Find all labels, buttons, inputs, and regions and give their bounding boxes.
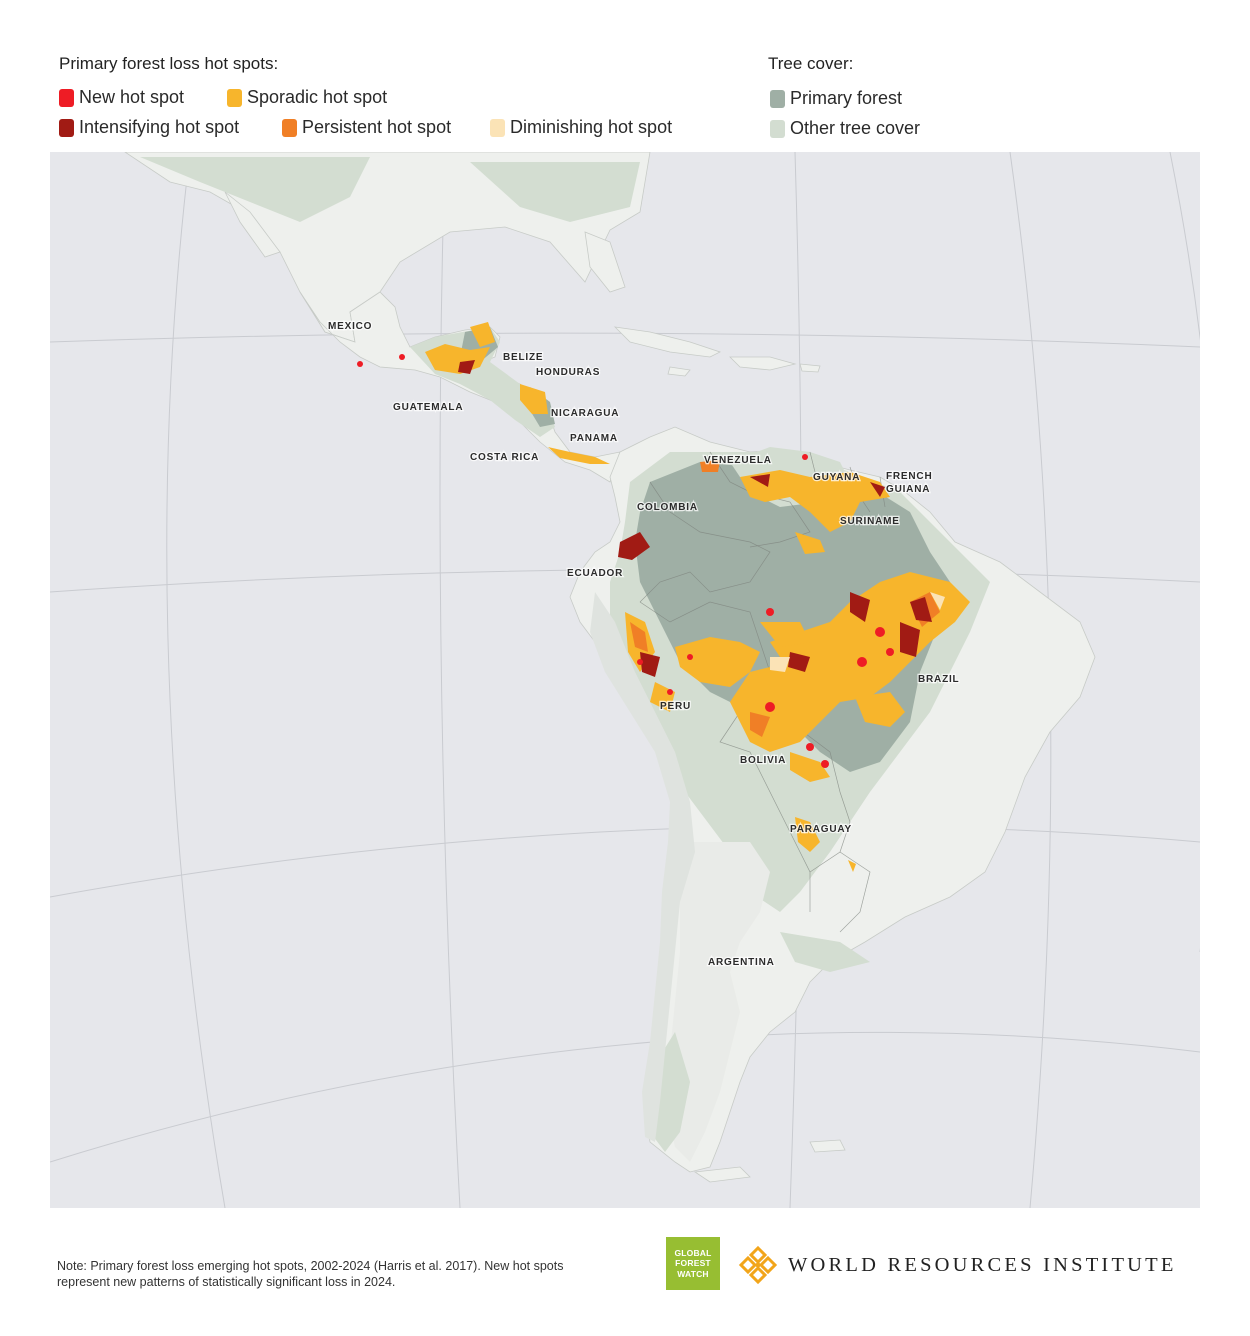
diminishing-hotspot-swatch (490, 118, 505, 137)
label-french: FRENCH (886, 471, 932, 482)
north-america (124, 152, 821, 483)
label-ecuador: ECUADOR (567, 568, 623, 579)
footnote: Note: Primary forest loss emerging hot s… (57, 1259, 564, 1289)
label-guatemala: GUATEMALA (393, 402, 463, 413)
wri-emblem-icon (738, 1245, 778, 1285)
map-canvas: MEXICO BELIZE HONDURAS GUATEMALA NICARAG… (50, 152, 1200, 1208)
global-forest-watch-logo: GLOBAL FOREST WATCH (666, 1237, 720, 1290)
label-suriname: SURINAME (840, 516, 900, 527)
legend-item-persistent: Persistent hot spot (282, 117, 451, 138)
intensifying-hotspots (458, 360, 932, 677)
legend-item-intensifying: Intensifying hot spot (59, 117, 239, 138)
label-venezuela: VENEZUELA (704, 455, 772, 466)
gfw-logo-line: GLOBAL (674, 1247, 712, 1258)
diminishing-hotspots (770, 592, 945, 672)
hotspots (357, 322, 970, 872)
legend-label: Primary forest (790, 88, 903, 108)
legend-item-other-tree-cover: Other tree cover (770, 118, 920, 139)
legend-label: Diminishing hot spot (510, 117, 673, 137)
gfw-logo-line: WATCH (677, 1268, 709, 1279)
wri-logo: WORLD RESOURCES INSTITUTE (738, 1245, 1177, 1285)
wri-wordmark: WORLD RESOURCES INSTITUTE (788, 1253, 1177, 1276)
label-colombia: COLOMBIA (637, 502, 698, 513)
legend-label: Persistent hot spot (302, 117, 452, 137)
south-america (569, 426, 1096, 1183)
graticule (50, 152, 1200, 1208)
hotspots-legend-title: Primary forest loss hot spots: (59, 54, 279, 73)
label-guyana: GUYANA (813, 472, 860, 483)
primary-forest-swatch (770, 89, 785, 108)
country-labels: MEXICO BELIZE HONDURAS GUATEMALA NICARAG… (327, 320, 960, 970)
legend-label: Intensifying hot spot (79, 117, 240, 137)
gfw-logo-line: FOREST (675, 1258, 711, 1269)
label-paraguay: PARAGUAY (790, 824, 852, 835)
label-panama: PANAMA (570, 433, 618, 444)
new-hotspot-swatch (59, 88, 74, 107)
legend-item-sporadic: Sporadic hot spot (227, 87, 387, 108)
label-costa-rica: COSTA RICA (470, 452, 539, 463)
intensifying-hotspot-swatch (59, 118, 74, 137)
label-guiana: GUIANA (886, 484, 930, 495)
legend-item-primary-forest: Primary forest (770, 88, 902, 109)
persistent-hotspot-swatch (282, 118, 297, 137)
legend-item-new: New hot spot (59, 87, 184, 108)
tree-cover-legend-title: Tree cover: (768, 54, 854, 73)
label-argentina: ARGENTINA (708, 957, 775, 968)
label-bolivia: BOLIVIA (740, 755, 786, 766)
label-peru: PERU (660, 701, 691, 712)
legend-label: Other tree cover (790, 118, 921, 138)
sporadic-hotspot-swatch (227, 88, 242, 107)
legend-label: New hot spot (79, 87, 185, 107)
label-mexico: MEXICO (328, 321, 372, 332)
label-belize: BELIZE (503, 352, 543, 363)
label-brazil: BRAZIL (918, 674, 959, 685)
label-nicaragua: NICARAGUA (551, 408, 619, 419)
other-tree-cover-swatch (770, 119, 785, 138)
legend-item-diminishing: Diminishing hot spot (490, 117, 672, 138)
hotspot-map[interactable]: MEXICO BELIZE HONDURAS GUATEMALA NICARAG… (50, 152, 1200, 1208)
legend-label: Sporadic hot spot (247, 87, 388, 107)
label-honduras: HONDURAS (536, 367, 600, 378)
new-hotspots (357, 354, 894, 768)
